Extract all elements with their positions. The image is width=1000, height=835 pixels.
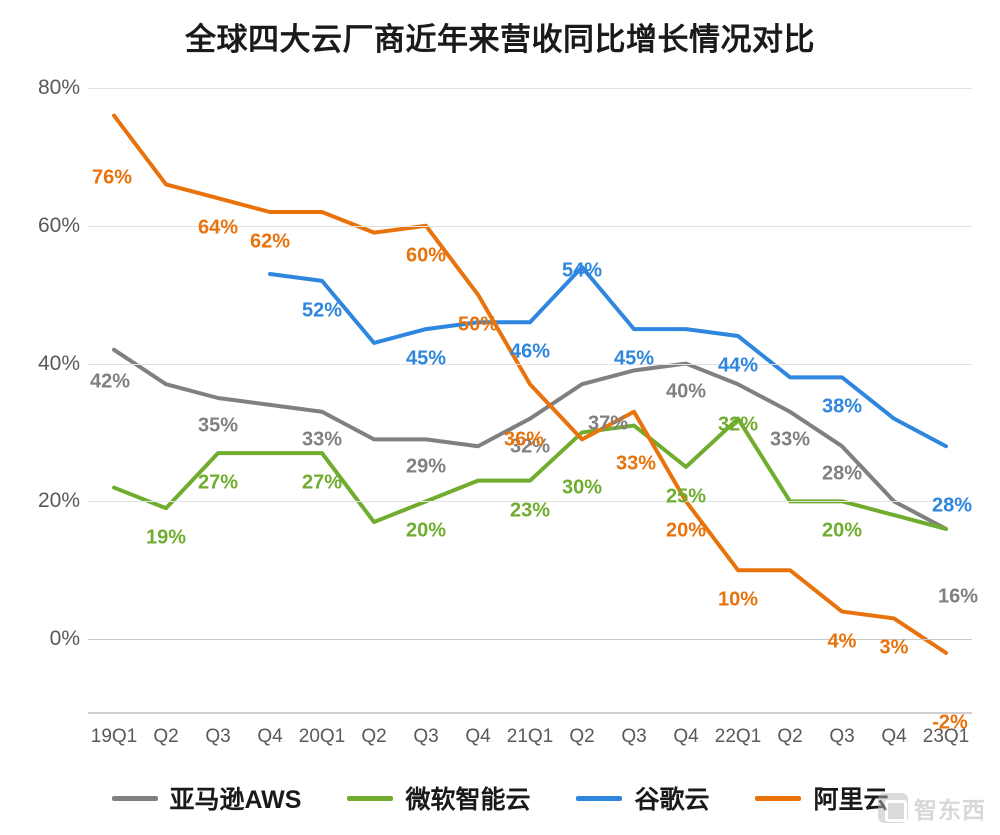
x-axis-tick-label: Q3 xyxy=(205,726,231,747)
gridline xyxy=(88,88,972,89)
x-axis-tick-label: Q4 xyxy=(673,726,699,747)
data-point-label: 33% xyxy=(615,452,657,475)
x-axis-tick-label: 22Q1 xyxy=(714,726,762,747)
data-point-label: 27% xyxy=(301,471,343,494)
data-point-label: 60% xyxy=(405,244,447,267)
data-point-label: 30% xyxy=(561,476,603,499)
data-point-label: 62% xyxy=(249,230,291,253)
data-point-label: 28% xyxy=(931,494,973,517)
data-point-label: 37% xyxy=(587,412,629,435)
data-point-label: 20% xyxy=(821,519,863,542)
data-point-label: 50% xyxy=(457,313,499,336)
x-axis-tick-label: Q2 xyxy=(361,726,387,747)
legend-item[interactable]: 阿里云 xyxy=(755,780,889,816)
data-point-label: 4% xyxy=(827,630,857,653)
legend-label: 阿里云 xyxy=(813,786,889,814)
x-axis-tick-label: 19Q1 xyxy=(90,726,138,747)
data-point-label: 33% xyxy=(769,428,811,451)
y-axis-tick-label: 60% xyxy=(37,213,80,237)
data-point-label: 45% xyxy=(405,347,447,370)
x-axis-tick-label: Q4 xyxy=(257,726,283,747)
watermark-text: 智东西 xyxy=(914,797,986,823)
data-point-label: 52% xyxy=(301,299,343,322)
data-point-label: 32% xyxy=(509,435,551,458)
series-line xyxy=(112,113,948,655)
x-axis-tick-label: Q2 xyxy=(777,726,803,747)
legend-color-swatch xyxy=(347,795,394,801)
data-point-label: 42% xyxy=(89,370,131,393)
x-axis-tick-label: Q4 xyxy=(465,726,491,747)
data-point-label: 38% xyxy=(821,395,863,418)
x-axis-tick-label: 20Q1 xyxy=(298,726,346,747)
chart-legend: 亚马逊AWS 微软智能云 谷歌云 阿里云 xyxy=(0,780,1000,816)
data-point-label: 36% xyxy=(503,428,545,451)
legend-item[interactable]: 谷歌云 xyxy=(576,780,709,816)
x-axis-tick-label: Q3 xyxy=(413,726,439,747)
legend-item[interactable]: 亚马逊AWS xyxy=(111,780,302,816)
legend-label: 亚马逊AWS xyxy=(169,786,302,814)
chart-title: 全球四大云厂商近年来营收同比增长情况对比 xyxy=(185,22,815,57)
legend-color-swatch xyxy=(576,795,623,801)
data-point-label: 25% xyxy=(665,485,707,508)
y-axis-tick-label: 40% xyxy=(37,351,80,375)
data-point-label: 76% xyxy=(91,166,133,189)
data-point-label: 3% xyxy=(879,636,909,659)
x-axis-tick-label: 23Q1 xyxy=(922,726,970,747)
legend-label: 微软智能云 xyxy=(405,786,531,814)
data-point-label: 32% xyxy=(717,413,759,436)
data-point-label: 10% xyxy=(717,588,759,611)
legend-label: 谷歌云 xyxy=(634,786,710,814)
data-point-label: 40% xyxy=(665,380,707,403)
data-point-label: 19% xyxy=(145,526,187,549)
x-axis-tick-label: Q3 xyxy=(621,726,647,747)
data-point-label: 33% xyxy=(301,428,343,451)
y-axis-tick-label: 20% xyxy=(37,489,80,513)
data-point-label: 29% xyxy=(405,455,447,478)
data-point-label: 28% xyxy=(821,462,863,485)
x-axis-tick-label: Q2 xyxy=(569,726,595,747)
data-point-label: 20% xyxy=(405,519,447,542)
data-point-label: 16% xyxy=(937,585,979,608)
x-axis-tick-label: Q2 xyxy=(153,726,179,747)
data-point-label: 27% xyxy=(197,471,239,494)
x-axis-line xyxy=(88,712,972,714)
watermark-logo-icon xyxy=(878,793,908,823)
legend-item[interactable]: 微软智能云 xyxy=(347,780,530,816)
data-point-label: 46% xyxy=(509,340,551,363)
plot-area: 0% 20% 40% 60% 80% 19Q1 Q2 Q3 Q4 20Q1 Q2 Q3 Q4 21Q1 Q2… xyxy=(38,76,978,747)
series-line xyxy=(112,347,948,531)
gridline xyxy=(88,639,972,641)
gridline xyxy=(88,363,972,365)
legend-color-swatch xyxy=(111,795,158,801)
data-point-label: 23% xyxy=(509,499,551,522)
data-point-label: 45% xyxy=(613,347,655,370)
y-axis-tick-label: 80% xyxy=(37,76,80,99)
data-point-label: 20% xyxy=(665,519,707,542)
data-point-label: 44% xyxy=(717,354,759,377)
legend-color-swatch xyxy=(755,795,802,801)
x-axis-tick-label: Q3 xyxy=(829,726,855,747)
x-axis-tick-label: 21Q1 xyxy=(506,726,554,747)
data-point-label: 54% xyxy=(561,259,603,282)
gridline xyxy=(88,501,972,503)
y-axis-tick-label: 0% xyxy=(49,627,80,651)
data-point-label: -2% xyxy=(932,711,968,734)
data-point-label: 64% xyxy=(197,216,239,239)
watermark: 智东西 xyxy=(878,791,986,825)
series-line xyxy=(268,265,948,449)
x-axis-tick-label: Q4 xyxy=(881,726,907,747)
gridline xyxy=(88,225,972,227)
data-point-label: 35% xyxy=(197,414,239,437)
